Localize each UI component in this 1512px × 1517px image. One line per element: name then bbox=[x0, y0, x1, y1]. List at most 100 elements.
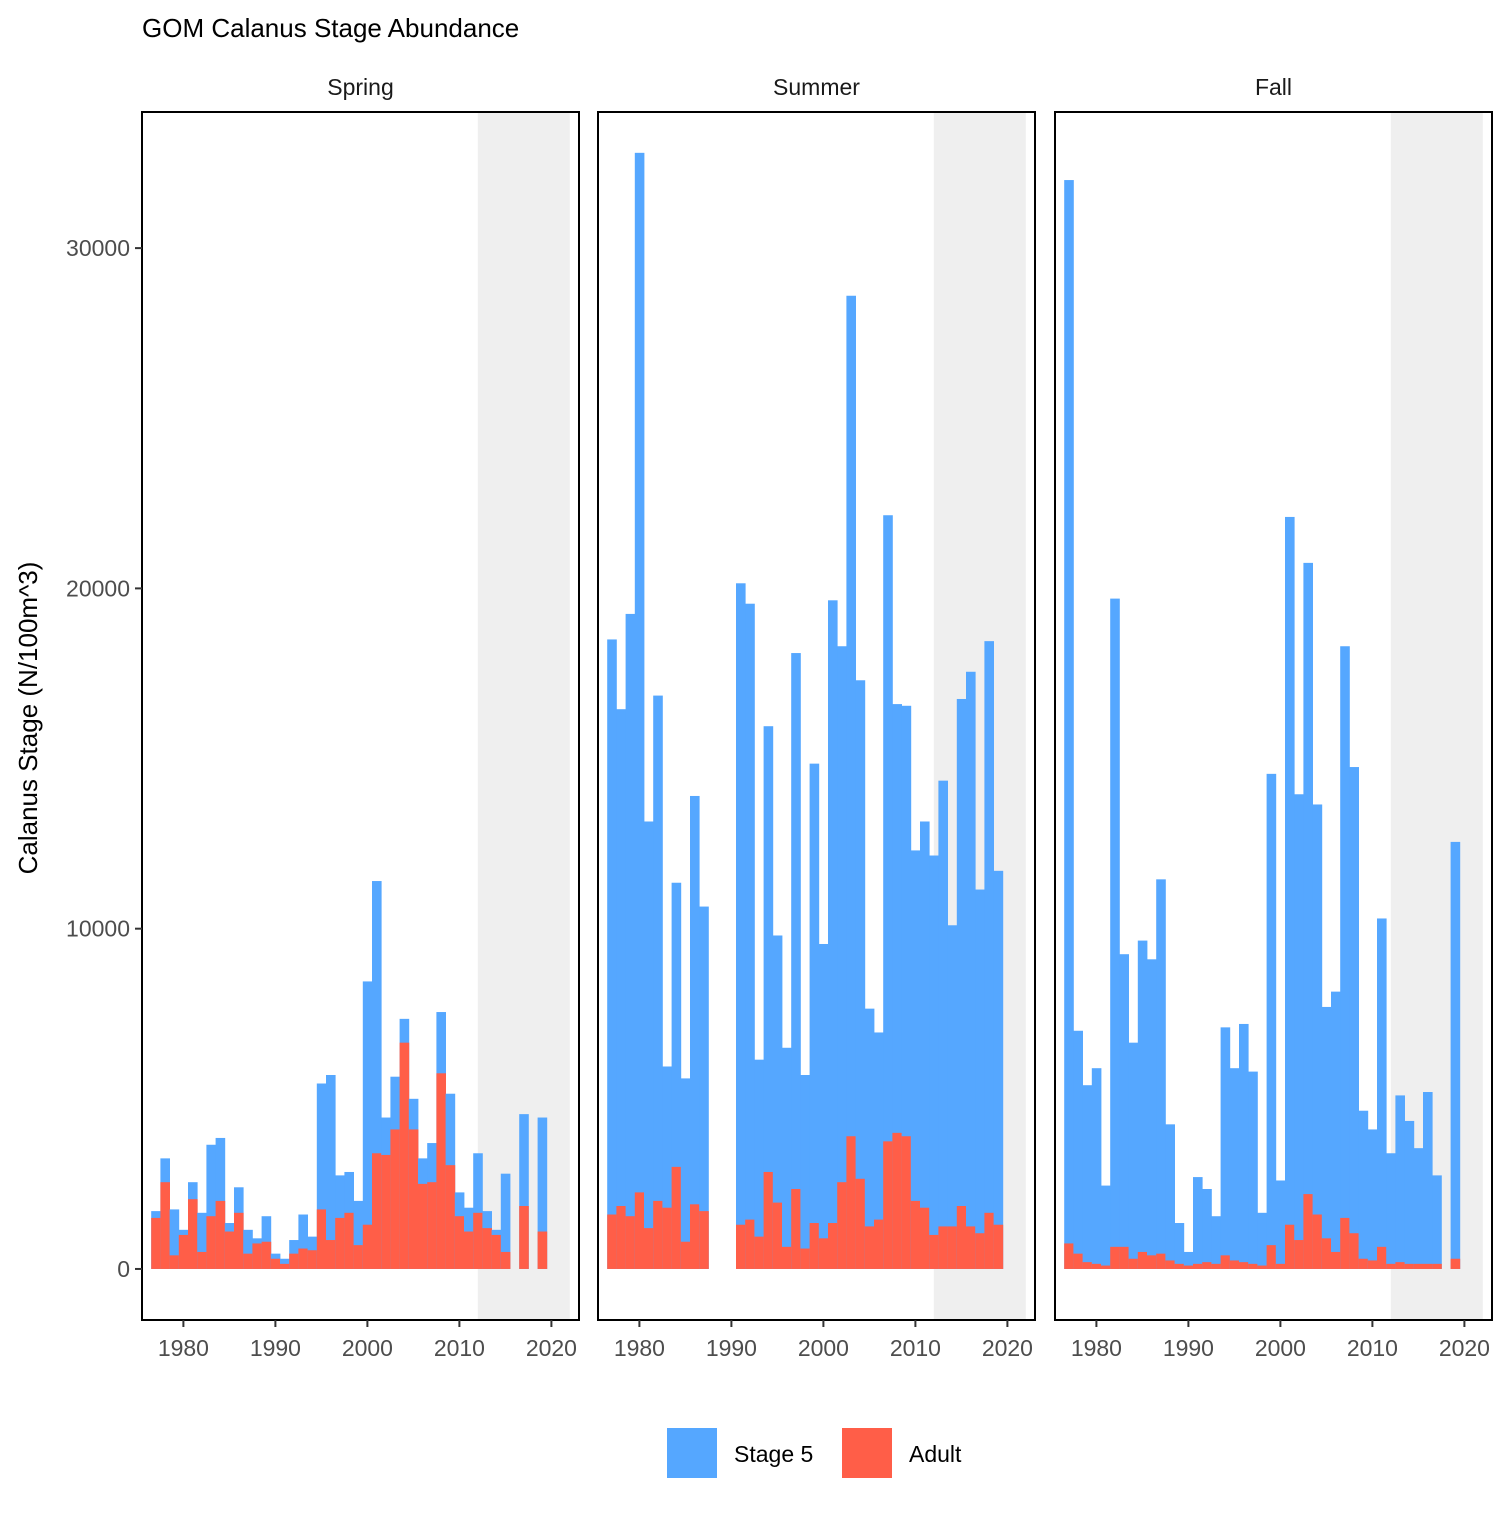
bar-adult-1989 bbox=[1174, 1263, 1185, 1269]
bar-stage5-1993 bbox=[1211, 1216, 1221, 1269]
bar-stage5-2007 bbox=[883, 515, 893, 1269]
bar-stage5-2018 bbox=[984, 641, 994, 1269]
bar-adult-2000 bbox=[362, 1224, 373, 1269]
panel-title-fall: Fall bbox=[1255, 74, 1292, 100]
bar-adult-2000 bbox=[1275, 1263, 1286, 1269]
bar-stage5-1999 bbox=[1266, 773, 1277, 1269]
bar-stage5-2014 bbox=[947, 925, 958, 1269]
bar-adult-1982 bbox=[197, 1251, 207, 1269]
bar-stage5-2002 bbox=[837, 646, 847, 1269]
bar-adult-1991 bbox=[280, 1263, 290, 1269]
bar-stage5-2003 bbox=[846, 295, 856, 1269]
bar-stage5-2019 bbox=[1450, 841, 1461, 1269]
bar-stage5-2001 bbox=[1285, 516, 1295, 1269]
bar-stage5-1977 bbox=[1064, 180, 1074, 1269]
bar-stage5-1981 bbox=[1101, 1185, 1111, 1269]
bar-stage5-2000 bbox=[818, 943, 829, 1269]
bar-stage5-1979 bbox=[1082, 1085, 1093, 1269]
bar-adult-1998 bbox=[1257, 1265, 1267, 1269]
bar-adult-1983 bbox=[662, 1207, 672, 1269]
bar-stage5-2005 bbox=[1321, 1006, 1332, 1269]
chart-title: GOM Calanus Stage Abundance bbox=[142, 13, 519, 43]
bar-adult-1983 bbox=[1119, 1246, 1129, 1269]
bar-adult-2007 bbox=[427, 1182, 437, 1269]
bar-adult-1999 bbox=[1266, 1245, 1277, 1269]
bar-adult-1993 bbox=[1211, 1263, 1221, 1269]
panel-border bbox=[141, 111, 580, 1321]
bar-stage5-2015 bbox=[500, 1173, 511, 1269]
bar-adult-2005 bbox=[408, 1129, 419, 1269]
bar-adult-1987 bbox=[1156, 1253, 1166, 1269]
legend-key-stage-5 bbox=[667, 1428, 717, 1478]
bar-adult-2001 bbox=[828, 1223, 838, 1269]
bar-adult-1995 bbox=[1229, 1260, 1240, 1269]
bar-adult-1989 bbox=[261, 1241, 272, 1269]
x-tick-label: 1980 bbox=[1071, 1335, 1122, 1361]
bar-adult-2010 bbox=[1367, 1260, 1378, 1269]
bar-stage5-1988 bbox=[1165, 1124, 1175, 1269]
bar-adult-1978 bbox=[1073, 1253, 1083, 1269]
bar-adult-2014 bbox=[947, 1226, 958, 1269]
bar-adult-2016 bbox=[1423, 1263, 1433, 1269]
bar-adult-2005 bbox=[1321, 1238, 1332, 1269]
bar-adult-2004 bbox=[855, 1178, 866, 1269]
bar-stage5-1984 bbox=[671, 882, 682, 1269]
bar-adult-1990 bbox=[270, 1258, 281, 1269]
bar-adult-1994 bbox=[1220, 1255, 1231, 1269]
bar-stage5-2015 bbox=[956, 698, 967, 1269]
panel-title-summer: Summer bbox=[773, 74, 860, 100]
bar-adult-1996 bbox=[1239, 1262, 1249, 1269]
bar-stage5-2007 bbox=[1340, 646, 1350, 1269]
bar-stage5-1996 bbox=[1239, 1023, 1249, 1269]
bar-adult-2002 bbox=[1294, 1240, 1304, 1269]
bar-stage5-2003 bbox=[1303, 562, 1313, 1269]
bar-stage5-2008 bbox=[892, 704, 902, 1269]
bar-adult-1978 bbox=[160, 1182, 170, 1269]
bar-stage5-1995 bbox=[316, 1083, 327, 1269]
bar-stage5-2004 bbox=[1312, 804, 1323, 1269]
bar-stage5-2014 bbox=[1404, 1120, 1415, 1269]
panel-title-spring: Spring bbox=[327, 74, 393, 100]
bar-stage5-2000 bbox=[1275, 1180, 1286, 1269]
bar-adult-2012 bbox=[929, 1234, 939, 1269]
bar-adult-1998 bbox=[344, 1212, 354, 1269]
bar-adult-2003 bbox=[1303, 1194, 1313, 1269]
bar-adult-2017 bbox=[975, 1233, 985, 1269]
bar-stage5-1996 bbox=[782, 1047, 792, 1269]
bar-stage5-2004 bbox=[855, 680, 866, 1269]
bar-adult-1983 bbox=[206, 1216, 216, 1269]
bar-adult-2009 bbox=[901, 1136, 912, 1269]
bar-adult-1985 bbox=[1137, 1251, 1148, 1269]
bar-stage5-1980 bbox=[634, 152, 645, 1269]
bar-adult-1979 bbox=[625, 1216, 636, 1269]
bar-stage5-1997 bbox=[791, 653, 801, 1269]
bar-stage5-1995 bbox=[1229, 1068, 1240, 1269]
bar-stage5-2010 bbox=[1367, 1129, 1378, 1269]
bar-adult-2001 bbox=[372, 1153, 382, 1269]
bar-adult-1992 bbox=[745, 1219, 755, 1269]
bar-stage5-1991 bbox=[1193, 1177, 1203, 1269]
bar-stage5-1998 bbox=[1257, 1212, 1267, 1269]
bar-stage5-1982 bbox=[1110, 598, 1120, 1269]
bar-stage5-1995 bbox=[772, 935, 783, 1269]
bar-adult-1980 bbox=[634, 1192, 645, 1269]
bar-stage5-2013 bbox=[938, 780, 948, 1269]
bar-adult-2002 bbox=[381, 1154, 391, 1269]
bar-adult-2007 bbox=[1340, 1217, 1350, 1269]
bar-adult-2004 bbox=[399, 1042, 410, 1269]
bar-adult-1977 bbox=[151, 1217, 161, 1269]
bar-adult-1985 bbox=[680, 1241, 691, 1269]
bar-adult-1997 bbox=[335, 1217, 345, 1269]
bar-adult-2006 bbox=[1331, 1251, 1341, 1269]
bar-adult-1987 bbox=[699, 1211, 709, 1269]
bar-adult-1998 bbox=[800, 1248, 810, 1269]
bar-stage5-2016 bbox=[966, 671, 976, 1269]
legend-label-adult: Adult bbox=[909, 1441, 962, 1467]
bar-adult-2012 bbox=[1386, 1263, 1396, 1269]
bar-adult-1984 bbox=[215, 1200, 226, 1269]
bar-adult-2017 bbox=[519, 1206, 529, 1269]
bar-adult-1986 bbox=[234, 1212, 244, 1269]
bar-adult-1977 bbox=[607, 1214, 617, 1269]
legend-key-adult bbox=[842, 1428, 892, 1478]
